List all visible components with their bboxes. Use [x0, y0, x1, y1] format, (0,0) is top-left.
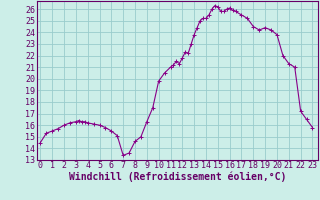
X-axis label: Windchill (Refroidissement éolien,°C): Windchill (Refroidissement éolien,°C) [69, 172, 286, 182]
